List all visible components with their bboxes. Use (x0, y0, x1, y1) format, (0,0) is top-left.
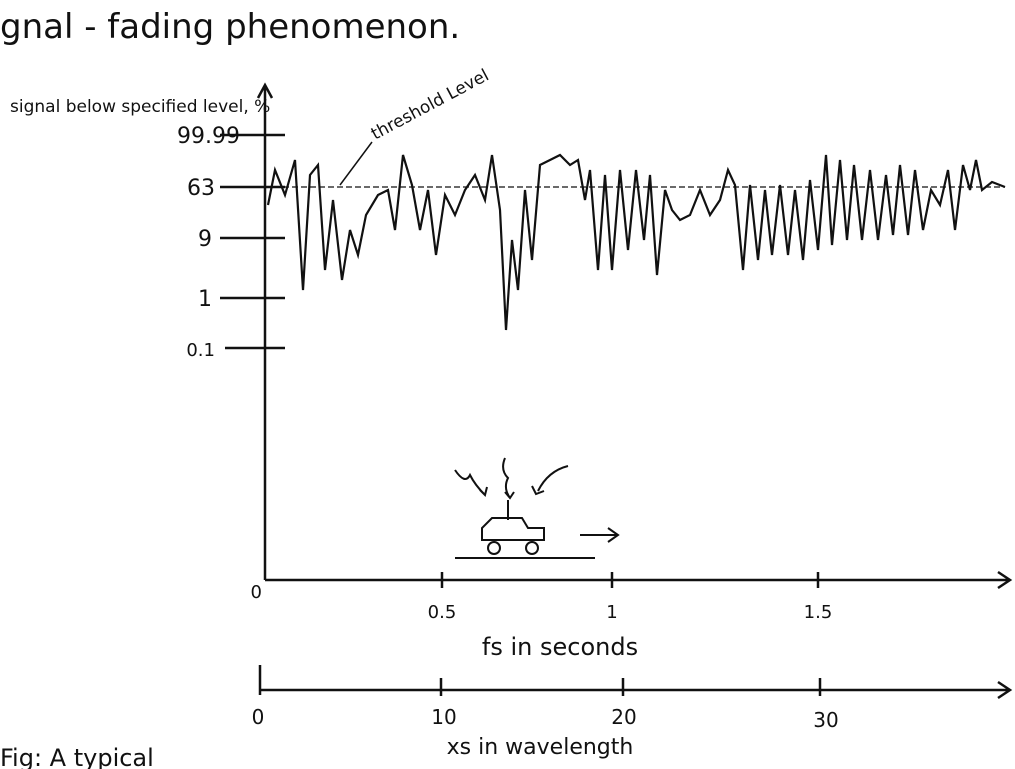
x-axis-label: fs in seconds (482, 633, 638, 661)
title: gnal - fading phenomenon. (0, 7, 460, 47)
y-tick-label: 1 (198, 287, 212, 312)
y-tick-label: 99.99 (177, 124, 240, 149)
x-ticks (440, 572, 820, 588)
x-tick-label: 1.5 (804, 602, 833, 623)
x-tick-label: 1 (606, 602, 617, 623)
y-axis-label: signal below specified level, % (10, 97, 270, 117)
y-tick-label: 0.1 (186, 340, 215, 361)
y-axis (256, 82, 274, 580)
caption: Fig: A typical (0, 744, 154, 769)
distance-axis (258, 665, 1013, 700)
y-tick-label: 63 (187, 176, 215, 201)
distance-tick-label: 0 (252, 705, 265, 729)
x-tick-label: 0.5 (428, 602, 457, 623)
distance-tick-label: 30 (813, 708, 838, 732)
threshold-pointer (339, 141, 373, 186)
origin-label: 0 (251, 582, 262, 603)
distance-tick-label: 20 (611, 705, 636, 729)
y-ticks (220, 133, 285, 350)
distance-tick-label: 10 (431, 705, 456, 729)
car-sketch (454, 457, 620, 559)
threshold-label: threshold Level (368, 66, 492, 145)
fading-signal (266, 153, 1006, 331)
x-axis (265, 570, 1013, 590)
y-tick-label: 9 (198, 227, 212, 252)
distance-axis-label: xs in wavelength (447, 735, 634, 760)
distance-ticks (439, 678, 822, 696)
